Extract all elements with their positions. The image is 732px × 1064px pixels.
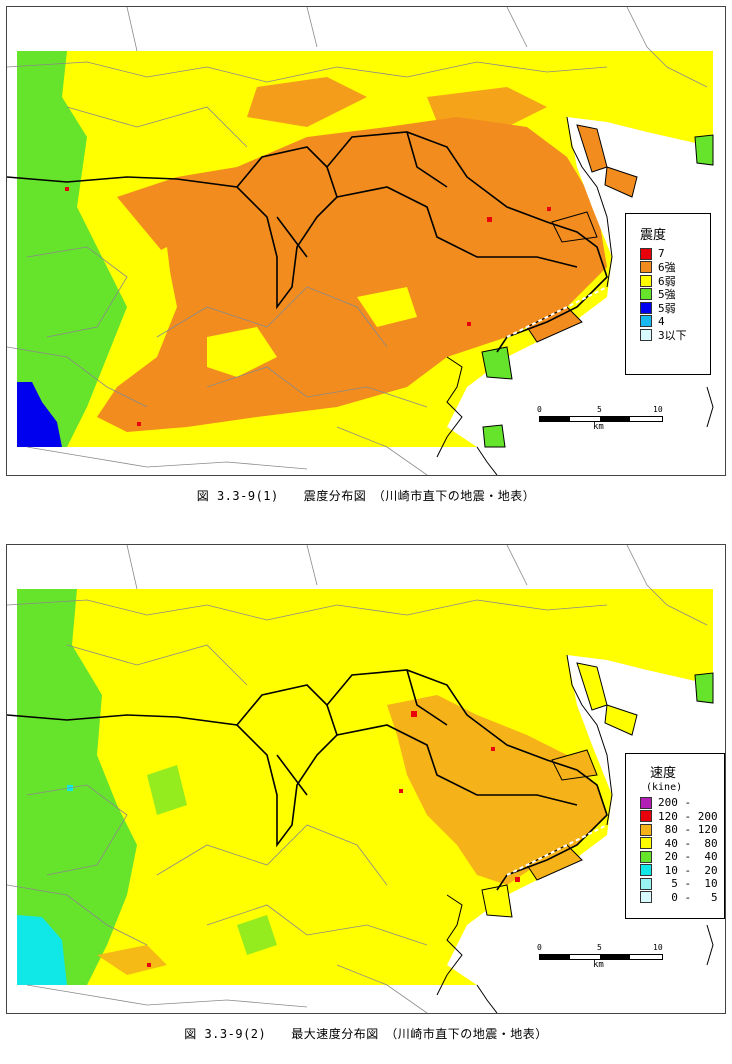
legend-label: 200 -: [658, 796, 692, 810]
figure-caption-1: 図 3.3-9(1) 震度分布図 （川崎市直下の地震・地表）: [196, 489, 536, 503]
legend-label: 7: [658, 247, 665, 261]
legend-item-10-20: 10 - 20: [640, 864, 724, 878]
legend-swatch: [640, 274, 652, 287]
intensity-zone-5-lower: [17, 382, 62, 447]
velocity-zone-80-120: [387, 695, 607, 885]
scale-tick-0: 0: [537, 943, 542, 952]
intensity-legend: 震度 7 6強 6弱 5強 5弱 4 3以下: [625, 213, 711, 375]
legend-item-0-5: 0 - 5: [640, 891, 724, 905]
legend-label: 6弱: [658, 274, 676, 288]
legend-label: 4: [658, 314, 665, 328]
scale-bar: 0 5 10 km: [535, 943, 675, 975]
legend-swatch: [640, 247, 652, 260]
legend-swatch: [640, 328, 652, 341]
legend-label: 120 - 200: [658, 809, 718, 823]
velocity-legend: 速度 (kine) 200 - 120 - 200 80 - 120 40 - …: [625, 753, 725, 919]
scale-tick-0: 0: [537, 405, 542, 414]
legend-label: 20 - 40: [658, 850, 718, 864]
legend-swatch: [640, 837, 652, 850]
legend-item-120-200: 120 - 200: [640, 810, 724, 824]
scale-tick-5: 5: [597, 405, 602, 414]
intensity-legend-title: 震度: [640, 228, 667, 243]
legend-label: 3以下: [658, 328, 687, 342]
velocity-legend-unit: (kine): [646, 782, 683, 793]
legend-label: 10 - 20: [658, 863, 718, 877]
kawasaki-boundary: [7, 669, 608, 891]
legend-label: 5 - 10: [658, 877, 718, 891]
legend-label: 40 - 80: [658, 836, 718, 850]
legend-item-80-120: 80 - 120: [640, 823, 724, 837]
legend-item-200-plus: 200 -: [640, 796, 724, 810]
legend-item-4: 4: [640, 315, 710, 329]
velocity-legend-title: 速度: [650, 766, 677, 781]
velocity-zone-10-20: [17, 915, 67, 985]
scale-tick-5: 5: [597, 943, 602, 952]
legend-swatch: [640, 315, 652, 328]
ward-boundaries: [7, 545, 708, 1013]
legend-label: 6強: [658, 261, 676, 275]
legend-swatch: [640, 810, 652, 823]
legend-swatch: [640, 288, 652, 301]
scale-unit: km: [593, 422, 604, 432]
legend-item-5-lower: 5弱: [640, 301, 710, 315]
figure-caption-2: 図 3.3-9(2) 最大速度分布図 （川崎市直下の地震・地表）: [184, 1027, 548, 1041]
scale-bar: 0 5 10 km: [535, 405, 675, 437]
legend-swatch: [640, 261, 652, 274]
ward-boundaries: [7, 7, 708, 475]
legend-label: 5強: [658, 288, 676, 302]
legend-label: 80 - 120: [658, 823, 718, 837]
scale-unit: km: [593, 960, 604, 970]
coastline: [436, 116, 714, 475]
scale-bar-graphic: [539, 416, 663, 422]
kawasaki-boundary: [7, 131, 608, 353]
legend-label: 0 - 5: [658, 890, 718, 904]
legend-swatch: [640, 823, 652, 836]
legend-swatch: [640, 891, 652, 904]
legend-item-20-40: 20 - 40: [640, 850, 724, 864]
legend-swatch: [640, 864, 652, 877]
velocity-map-canvas: [7, 545, 725, 1013]
scale-tick-10: 10: [653, 405, 663, 414]
legend-swatch: [640, 301, 652, 314]
legend-label: 5弱: [658, 301, 676, 315]
legend-item-40-80: 40 - 80: [640, 837, 724, 851]
coastline: [436, 654, 714, 1013]
legend-item-6-lower: 6弱: [640, 274, 710, 288]
legend-swatch: [640, 796, 652, 809]
legend-item-5-10: 5 - 10: [640, 877, 724, 891]
legend-swatch: [640, 850, 652, 863]
peak-velocity-map: 速度 (kine) 200 - 120 - 200 80 - 120 40 - …: [6, 544, 726, 1014]
seismic-intensity-map: 震度 7 6強 6弱 5強 5弱 4 3以下 0 5 10 km: [6, 6, 726, 476]
legend-item-7: 7: [640, 247, 710, 261]
intensity-zone-5-upper: [17, 51, 127, 447]
legend-swatch: [640, 877, 652, 890]
scale-tick-10: 10: [653, 943, 663, 952]
scale-bar-graphic: [539, 954, 663, 960]
legend-item-3-or-less: 3以下: [640, 328, 710, 342]
legend-item-6-upper: 6強: [640, 261, 710, 275]
legend-item-5-upper: 5強: [640, 288, 710, 302]
